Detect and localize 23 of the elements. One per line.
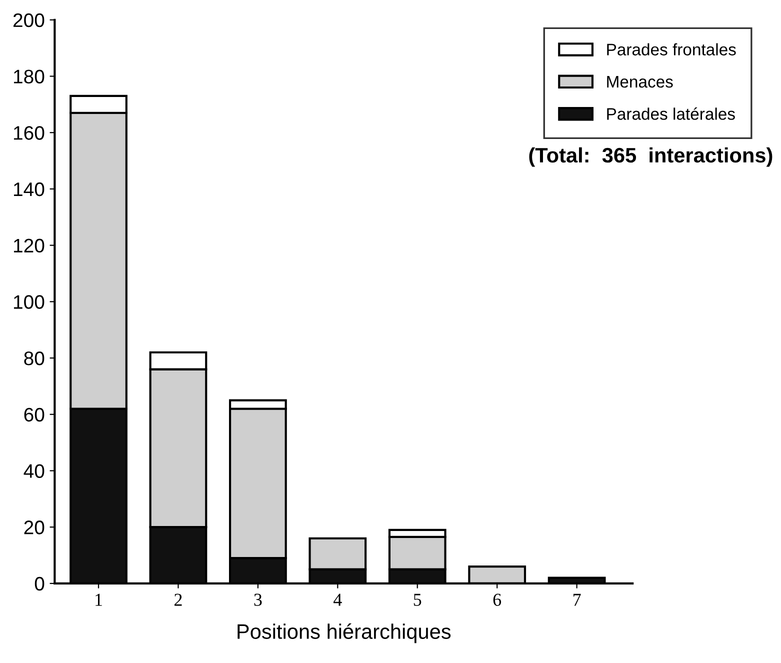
annotation: (Total: 365 interactions) [529, 147, 772, 167]
y-tick-label: 40 [24, 464, 44, 478]
x-tick-label: 1 [96, 594, 102, 606]
y-tick-label: 160 [14, 126, 44, 140]
x-axis-title: Positions hiérarchiques [238, 623, 451, 644]
y-tick-label: 100 [14, 295, 44, 309]
y-tick-label: 60 [24, 408, 44, 422]
x-tick-label: 4 [334, 594, 342, 606]
y-tick-label: 200 [13, 13, 44, 28]
y-tick-label: 0 [34, 576, 44, 591]
x-tick-label: 7 [573, 594, 581, 606]
x-tick-label: 5 [414, 594, 422, 606]
y-tick-label: 120 [14, 238, 44, 253]
x-tick-label: 6 [493, 594, 502, 606]
legend-label: Parades frontales [607, 43, 736, 56]
x-tick-label: 2 [174, 594, 182, 606]
x-tick-label: 3 [254, 594, 262, 606]
y-tick-label: 20 [24, 520, 44, 534]
legend-label: Parades latérales [607, 107, 735, 120]
y-tick-label: 80 [24, 351, 44, 366]
legend-label: Menaces [607, 76, 673, 88]
y-tick-label: 140 [14, 182, 44, 196]
y-tick-label: 180 [14, 70, 44, 84]
